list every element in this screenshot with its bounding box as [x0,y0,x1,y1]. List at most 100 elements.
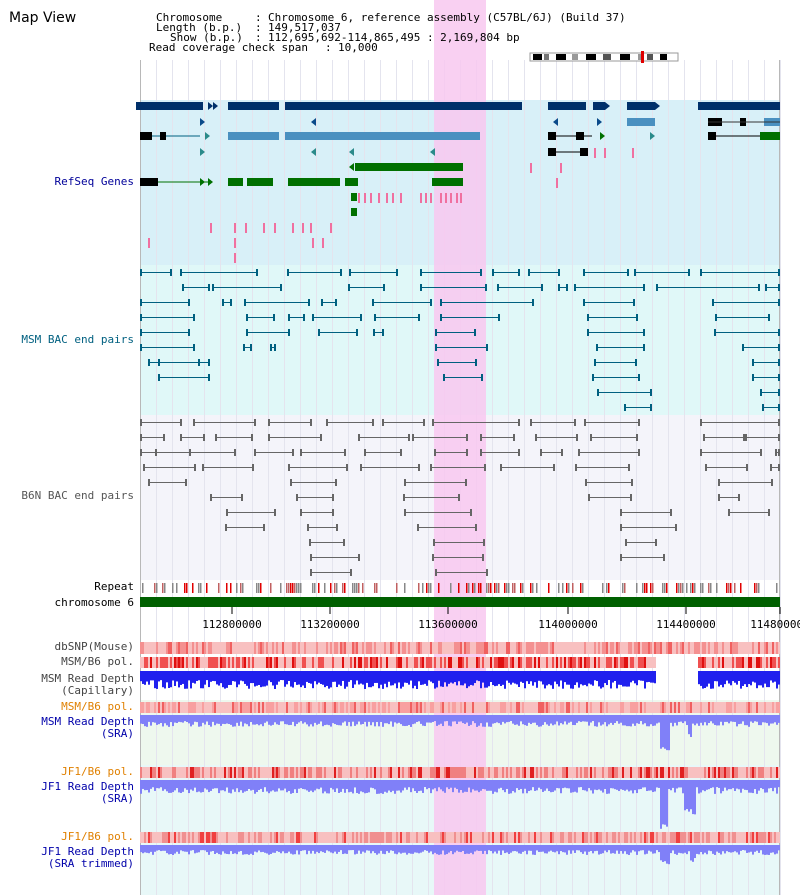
jf1-pol-strip [610,832,612,843]
jf1-pol-strip [308,767,310,778]
msm-sra-pol-strip [734,702,736,713]
jf1-trim-depth [338,845,340,852]
track-label-msm-bac[interactable]: MSM BAC end pairs [21,333,134,346]
jf1-pol-strip [630,767,632,778]
repeat-element [514,583,516,593]
track-label-chromosome[interactable]: chromosome 6 [54,596,134,609]
msm-sra-pol-strip [410,702,412,713]
msm-pol-strip [248,657,250,668]
jf1-pol-strip [484,767,486,778]
jf1-pol-strip [224,832,226,843]
jf1-sra-depth [636,780,638,794]
jf1-pol-strip [370,767,372,778]
jf1-trim-depth [194,845,196,854]
track-label-msm-pol-1[interactable]: MSM/B6 pol. [61,655,134,668]
jf1-sra-depth [614,780,616,790]
msm-sra-depth [318,715,320,724]
track-label-jf1-pol-2[interactable]: JF1/B6 pol. [61,830,134,843]
jf1-pol-strip [242,767,244,778]
dbsnp-strip [272,642,274,654]
msm-pol-strip [360,657,362,668]
dbsnp-strip [670,642,672,654]
track-label-b6n-bac[interactable]: B6N BAC end pairs [21,489,134,502]
bac-end [418,464,420,471]
jf1-sra-depth [510,780,512,794]
msm-sra-depth [286,715,288,725]
msm-pol-strip [286,657,288,668]
msm-sra-pol-strip [372,702,374,713]
msm-sra-depth [588,715,590,726]
dbsnp-strip [250,642,252,654]
msm-pol-strip [474,657,476,668]
jf1-trim-depth [736,845,738,853]
msm-sra-depth [272,715,274,725]
gene-feature [548,132,556,140]
dbsnp-strip [642,642,644,654]
jf1-sra-depth [574,780,576,792]
gene-strand-arrow [600,132,605,140]
jf1-pol-strip [284,767,286,778]
track-label-msm-depth-cap[interactable]: MSM Read Depth [41,672,134,685]
msm-cap-depth [166,671,168,683]
track-label-jf1-depth-trim[interactable]: JF1 Read Depth [41,845,134,858]
repeat-element [176,583,178,593]
jf1-trim-depth [688,845,690,852]
gene-strand-arrow [205,132,210,140]
msm-sra-pol-strip [470,702,472,713]
dbsnp-strip [252,642,254,654]
msm-sra-pol-strip [242,702,244,713]
msm-sra-depth [756,715,758,722]
jf1-trim-depth [656,845,658,851]
jf1-trim-depth [418,845,420,854]
dbsnp-strip [220,642,222,654]
dbsnp-strip [676,642,678,654]
msm-sra-pol-strip [334,702,336,713]
jf1-pol-strip [554,832,556,843]
jf1-trim-depth [632,845,634,851]
repeat-element [522,583,524,593]
dbsnp-strip [258,642,260,654]
msm-cap-depth [434,671,436,689]
track-label-repeat[interactable]: Repeat [94,580,134,593]
jf1-sra-depth [580,780,582,788]
dbsnp-strip [744,642,746,654]
msm-cap-depth [152,671,154,681]
msm-sra-pol-strip [216,702,218,713]
track-label-msm-depth-sra[interactable]: MSM Read Depth [41,715,134,728]
msm-pol-strip [168,657,170,668]
msm-pol-strip [732,657,734,668]
msm-pol-strip [154,657,156,668]
jf1-trim-depth [358,845,360,851]
repeat-element [206,583,208,593]
track-label-jf1-depth-trim-sub: (SRA trimmed) [47,857,134,870]
jf1-trim-depth [478,845,480,851]
msm-sra-depth [510,715,512,722]
track-label-jf1-pol-1[interactable]: JF1/B6 pol. [61,765,134,778]
bac-end [326,419,328,426]
repeat-element [490,583,492,593]
track-label-jf1-depth-sra[interactable]: JF1 Read Depth [41,780,134,793]
msm-cap-depth [576,671,578,683]
jf1-trim-depth [458,845,460,852]
track-label-refseq-genes[interactable]: RefSeq Genes [54,175,134,188]
msm-sra-pol-strip [554,702,556,713]
msm-sra-depth [240,715,242,722]
track-label-msm-pol-2[interactable]: MSM/B6 pol. [61,700,134,713]
msm-sra-pol-strip [590,702,592,713]
msm-cap-depth [392,671,394,686]
jf1-sra-depth [326,780,328,794]
track-label-dbsnp[interactable]: dbSNP(Mouse) [54,640,134,653]
msm-sra-pol-strip [592,702,594,713]
jf1-trim-depth [766,845,768,855]
msm-sra-depth [296,715,298,724]
dbsnp-strip [474,642,476,654]
msm-pol-strip [436,657,438,668]
bac-end [215,434,217,441]
msm-pol-strip [756,657,758,668]
msm-sra-pol-strip [182,702,184,713]
bac-end [574,284,576,291]
msm-sra-depth [410,715,412,727]
msm-sra-depth [492,715,494,724]
bac-end [364,449,366,456]
